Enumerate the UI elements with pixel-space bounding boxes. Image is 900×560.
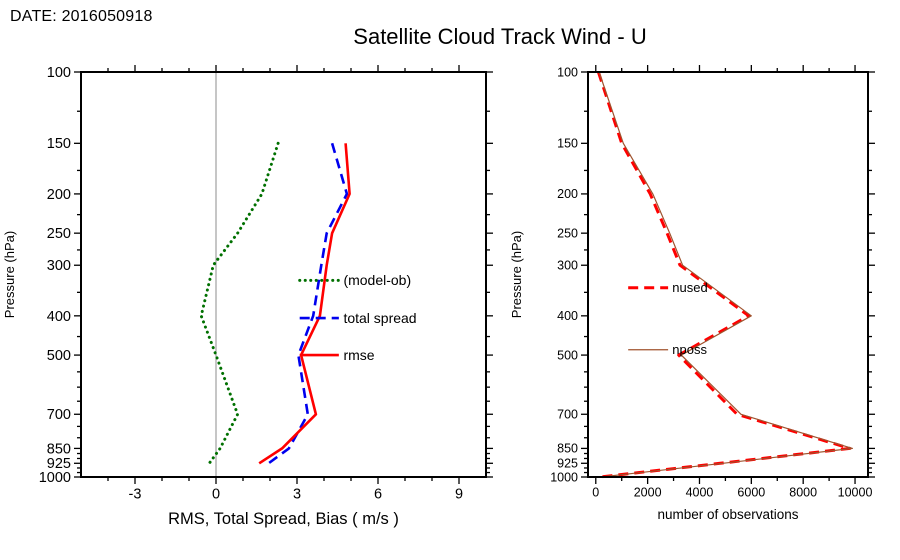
date-label: DATE: 2016050918 (10, 8, 153, 25)
x-tick-label: 6 (374, 487, 382, 503)
panel-errors: -3 0 3 6 9 100 150 200 250 300 400 500 700 8509251000… (2, 65, 493, 528)
y-tick-label: 500 (557, 348, 578, 362)
y-tick-label: 100 (557, 65, 578, 79)
y-tick-label: 150 (47, 136, 71, 152)
series-line-model-ob (199, 141, 280, 465)
y-tick-label: 500 (47, 348, 71, 364)
y-tick-label: 100 (47, 65, 71, 81)
y-tick-label: 150 (557, 137, 578, 151)
y-tick-label: 925 (47, 456, 71, 472)
chart-title: Satellite Cloud Track Wind - U (353, 24, 647, 49)
x-axis-title: number of observations (657, 507, 798, 522)
y-tick-label: 400 (557, 309, 578, 323)
plot-frame (587, 71, 869, 478)
legend-label-model-ob: (model-ob) (343, 272, 411, 288)
x-tick-label: 6000 (737, 486, 765, 500)
y-tick-label: 200 (557, 187, 578, 201)
x-axis-title: RMS, Total Spread, Bias ( m/s ) (168, 510, 399, 528)
y-tick-label: 700 (47, 407, 71, 423)
series-line-rmse (258, 143, 351, 465)
x-tick-label: 0 (592, 486, 599, 500)
x-tick-label: 3 (293, 487, 301, 503)
x-tick-label: -3 (129, 487, 142, 503)
series-line-total-spread (267, 142, 349, 465)
y-tick-label: 925 (557, 457, 578, 471)
legend-label-nposs: nposs (672, 342, 707, 357)
y-axis-title: Pressure (hPa) (509, 231, 524, 318)
x-tick-label: 2000 (634, 486, 662, 500)
y-tick-label: 1000 (39, 470, 71, 486)
x-tick-label: 4000 (686, 486, 714, 500)
x-tick-label: 0 (212, 487, 220, 503)
y-tick-label: 250 (47, 226, 71, 242)
legend-label-nused: nused (672, 280, 707, 295)
y-tick-label: 850 (557, 442, 578, 456)
x-tick-label: 9 (455, 487, 463, 503)
y-axis-title: Pressure (hPa) (2, 231, 17, 318)
y-tick-label: 300 (557, 258, 578, 272)
panel-counts: 0 2000 4000 6000 8000 10000 100 150 200 250 300 400… (509, 65, 875, 522)
y-tick-label: 250 (557, 226, 578, 240)
y-tick-label: 400 (47, 309, 71, 325)
plot-frame (80, 71, 487, 478)
series-line-nposs (598, 71, 854, 478)
y-tick-label: 200 (47, 187, 71, 203)
legend-label-total-spread: total spread (343, 310, 416, 326)
x-tick-label: 8000 (789, 486, 817, 500)
y-tick-label: 300 (47, 258, 71, 274)
y-tick-label: 850 (47, 441, 71, 457)
x-tick-label: 10000 (838, 486, 873, 500)
legend-label-rmse: rmse (343, 347, 374, 363)
series-line-nused (596, 71, 852, 479)
y-tick-label: 700 (557, 408, 578, 422)
y-tick-label: 1000 (550, 470, 578, 484)
